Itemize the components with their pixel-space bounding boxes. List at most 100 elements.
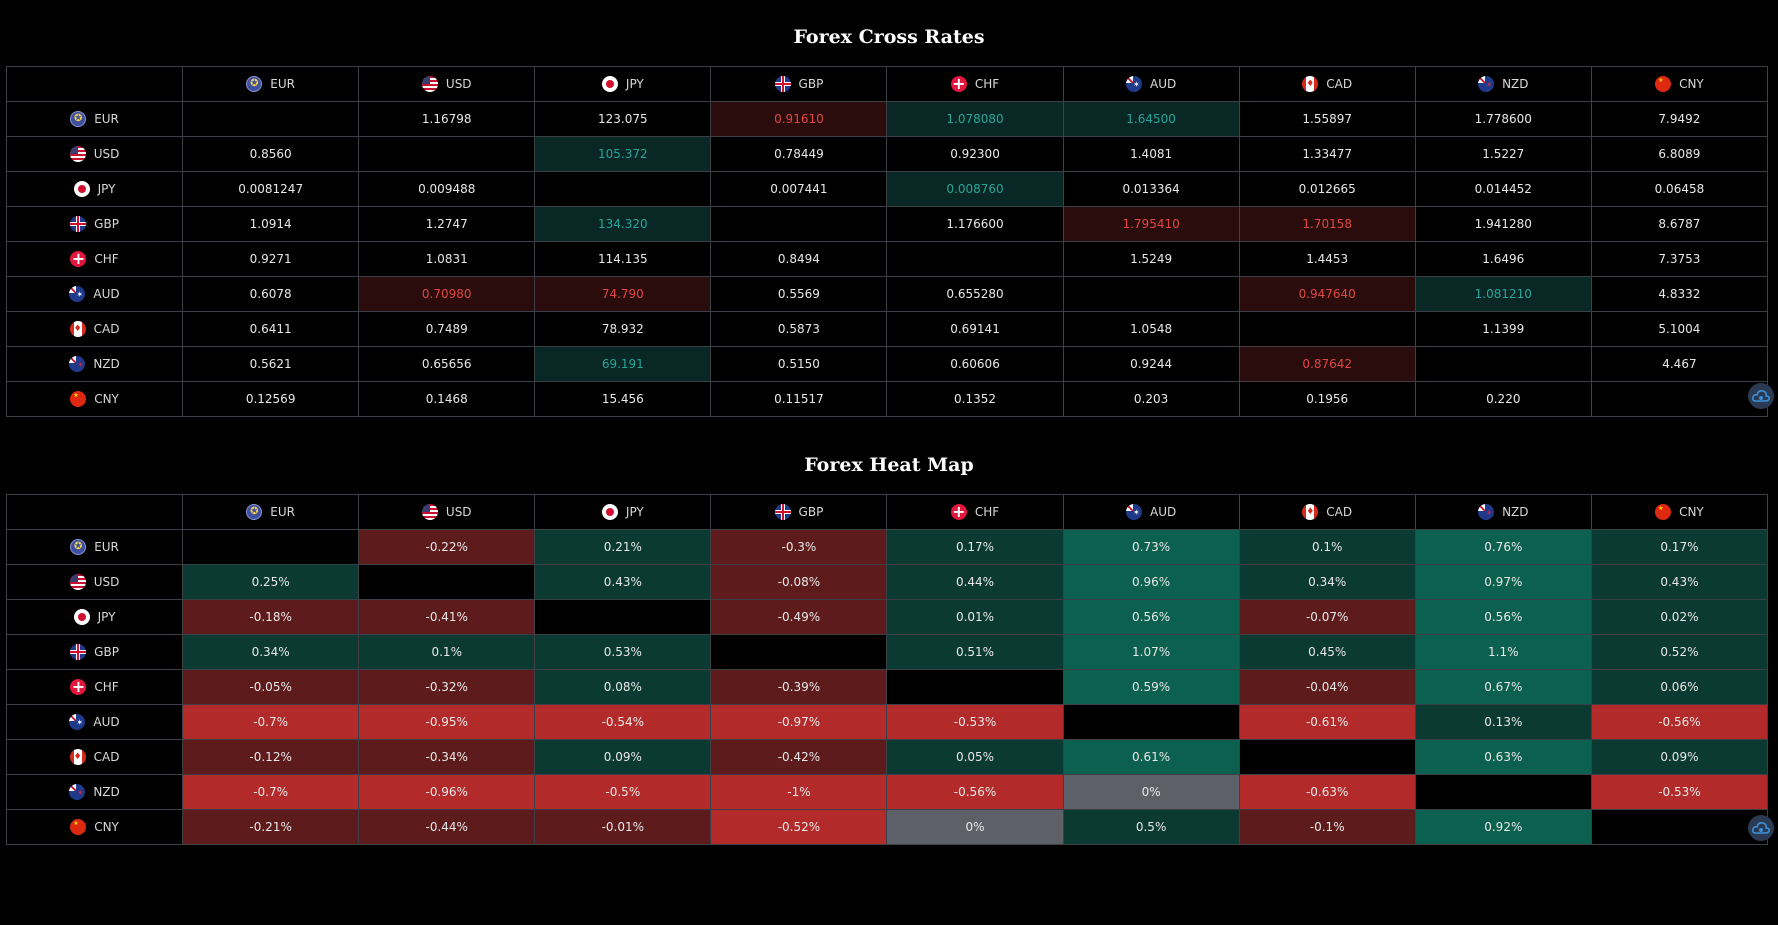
column-header-gbp[interactable]: GBP xyxy=(710,66,888,102)
rate-cell[interactable]: 0.947640 xyxy=(1238,276,1416,312)
rate-cell[interactable]: 0.11517 xyxy=(710,381,888,417)
rate-cell[interactable]: 1.1399 xyxy=(1414,311,1592,347)
heat-cell[interactable]: -0.52% xyxy=(710,809,888,845)
column-header-gbp[interactable]: GBP xyxy=(710,494,888,530)
row-header-cad[interactable]: CAD xyxy=(5,311,184,347)
rate-cell[interactable]: 123.075 xyxy=(534,101,712,137)
rate-cell[interactable]: 0.0081247 xyxy=(182,171,360,207)
row-header-aud[interactable]: AUD xyxy=(5,704,184,740)
heat-cell[interactable]: 0.43% xyxy=(534,564,712,600)
rate-cell[interactable]: 1.0914 xyxy=(182,206,360,242)
row-header-cny[interactable]: CNY xyxy=(5,381,184,417)
heat-cell[interactable]: -0.1% xyxy=(1238,809,1416,845)
rate-cell[interactable]: 0.87642 xyxy=(1238,346,1416,382)
heat-cell[interactable]: 0.52% xyxy=(1590,634,1769,670)
column-header-chf[interactable]: CHF xyxy=(886,66,1064,102)
row-header-aud[interactable]: AUD xyxy=(5,276,184,312)
heat-cell[interactable]: 0.13% xyxy=(1414,704,1592,740)
heat-cell[interactable]: 1.1% xyxy=(1414,634,1592,670)
heat-cell[interactable]: 0.09% xyxy=(1590,739,1769,775)
heat-cell[interactable]: 0.59% xyxy=(1062,669,1240,705)
rate-cell[interactable]: 15.456 xyxy=(534,381,712,417)
rate-cell[interactable]: 1.941280 xyxy=(1414,206,1592,242)
column-header-eur[interactable]: EUR xyxy=(182,494,360,530)
heat-cell[interactable]: -0.96% xyxy=(358,774,536,810)
row-header-eur[interactable]: EUR xyxy=(5,529,184,565)
heat-cell[interactable]: 0.45% xyxy=(1238,634,1416,670)
rate-cell[interactable]: 0.70980 xyxy=(358,276,536,312)
heat-cell[interactable]: 0.06% xyxy=(1590,669,1769,705)
rate-cell[interactable]: 0.9271 xyxy=(182,241,360,277)
rate-cell[interactable]: 1.0831 xyxy=(358,241,536,277)
rate-cell[interactable]: 6.8089 xyxy=(1590,136,1769,172)
column-header-cad[interactable]: CAD xyxy=(1238,494,1416,530)
heat-cell[interactable]: -0.44% xyxy=(358,809,536,845)
heat-cell[interactable]: -0.54% xyxy=(534,704,712,740)
column-header-aud[interactable]: AUD xyxy=(1062,66,1240,102)
rate-cell[interactable]: 0.014452 xyxy=(1414,171,1592,207)
rate-cell[interactable]: 1.55897 xyxy=(1238,101,1416,137)
heat-cell[interactable]: -0.07% xyxy=(1238,599,1416,635)
column-header-aud[interactable]: AUD xyxy=(1062,494,1240,530)
heat-cell[interactable]: 0.02% xyxy=(1590,599,1769,635)
rate-cell[interactable]: 1.6496 xyxy=(1414,241,1592,277)
rate-cell[interactable]: 0.60606 xyxy=(886,346,1064,382)
heat-cell[interactable]: 0.63% xyxy=(1414,739,1592,775)
rate-cell[interactable]: 105.372 xyxy=(534,136,712,172)
rate-cell[interactable]: 74.790 xyxy=(534,276,712,312)
rate-cell[interactable]: 0.1468 xyxy=(358,381,536,417)
heat-cell[interactable]: -0.42% xyxy=(710,739,888,775)
rate-cell[interactable]: 7.9492 xyxy=(1590,101,1769,137)
rate-cell[interactable]: 0.06458 xyxy=(1590,171,1769,207)
row-header-nzd[interactable]: NZD xyxy=(5,774,184,810)
rate-cell[interactable]: 69.191 xyxy=(534,346,712,382)
rate-cell[interactable]: 0.5569 xyxy=(710,276,888,312)
heat-cell[interactable]: -0.12% xyxy=(182,739,360,775)
rate-cell[interactable]: 1.176600 xyxy=(886,206,1064,242)
rate-cell[interactable]: 0.65656 xyxy=(358,346,536,382)
heat-cell[interactable]: -0.05% xyxy=(182,669,360,705)
rate-cell[interactable]: 0.5150 xyxy=(710,346,888,382)
heat-cell[interactable]: 0.5% xyxy=(1062,809,1240,845)
heat-cell[interactable]: 0.96% xyxy=(1062,564,1240,600)
heat-cell[interactable]: 0.44% xyxy=(886,564,1064,600)
heat-cell[interactable]: -0.56% xyxy=(886,774,1064,810)
rate-cell[interactable]: 4.8332 xyxy=(1590,276,1769,312)
column-header-chf[interactable]: CHF xyxy=(886,494,1064,530)
rate-cell[interactable]: 0.6411 xyxy=(182,311,360,347)
row-header-eur[interactable]: EUR xyxy=(5,101,184,137)
column-header-cad[interactable]: CAD xyxy=(1238,66,1416,102)
heat-cell[interactable]: 0.34% xyxy=(182,634,360,670)
rate-cell[interactable]: 1.5227 xyxy=(1414,136,1592,172)
heat-cell[interactable]: -0.97% xyxy=(710,704,888,740)
heat-cell[interactable]: -0.18% xyxy=(182,599,360,635)
heat-cell[interactable]: 1.07% xyxy=(1062,634,1240,670)
row-header-usd[interactable]: USD xyxy=(5,564,184,600)
rate-cell[interactable]: 0.12569 xyxy=(182,381,360,417)
rate-cell[interactable]: 0.7489 xyxy=(358,311,536,347)
heat-cell[interactable]: -0.41% xyxy=(358,599,536,635)
row-header-gbp[interactable]: GBP xyxy=(5,206,184,242)
column-header-usd[interactable]: USD xyxy=(358,494,536,530)
rate-cell[interactable]: 1.70158 xyxy=(1238,206,1416,242)
heat-cell[interactable]: 0.67% xyxy=(1414,669,1592,705)
row-header-chf[interactable]: CHF xyxy=(5,669,184,705)
heat-cell[interactable]: -0.04% xyxy=(1238,669,1416,705)
column-header-cny[interactable]: CNY xyxy=(1590,494,1769,530)
heat-cell[interactable]: 0.97% xyxy=(1414,564,1592,600)
rate-cell[interactable]: 0.91610 xyxy=(710,101,888,137)
heat-cell[interactable]: -0.7% xyxy=(182,774,360,810)
rate-cell[interactable]: 0.5621 xyxy=(182,346,360,382)
rate-cell[interactable]: 1.4453 xyxy=(1238,241,1416,277)
rate-cell[interactable]: 7.3753 xyxy=(1590,241,1769,277)
rate-cell[interactable]: 0.655280 xyxy=(886,276,1064,312)
heat-cell[interactable]: 0.53% xyxy=(534,634,712,670)
rate-cell[interactable]: 0.9244 xyxy=(1062,346,1240,382)
rate-cell[interactable]: 4.467 xyxy=(1590,346,1769,382)
rate-cell[interactable]: 0.92300 xyxy=(886,136,1064,172)
heat-cell[interactable]: -0.95% xyxy=(358,704,536,740)
rate-cell[interactable]: 134.320 xyxy=(534,206,712,242)
rate-cell[interactable]: 0.8494 xyxy=(710,241,888,277)
row-header-chf[interactable]: CHF xyxy=(5,241,184,277)
heat-cell[interactable]: 0.17% xyxy=(1590,529,1769,565)
